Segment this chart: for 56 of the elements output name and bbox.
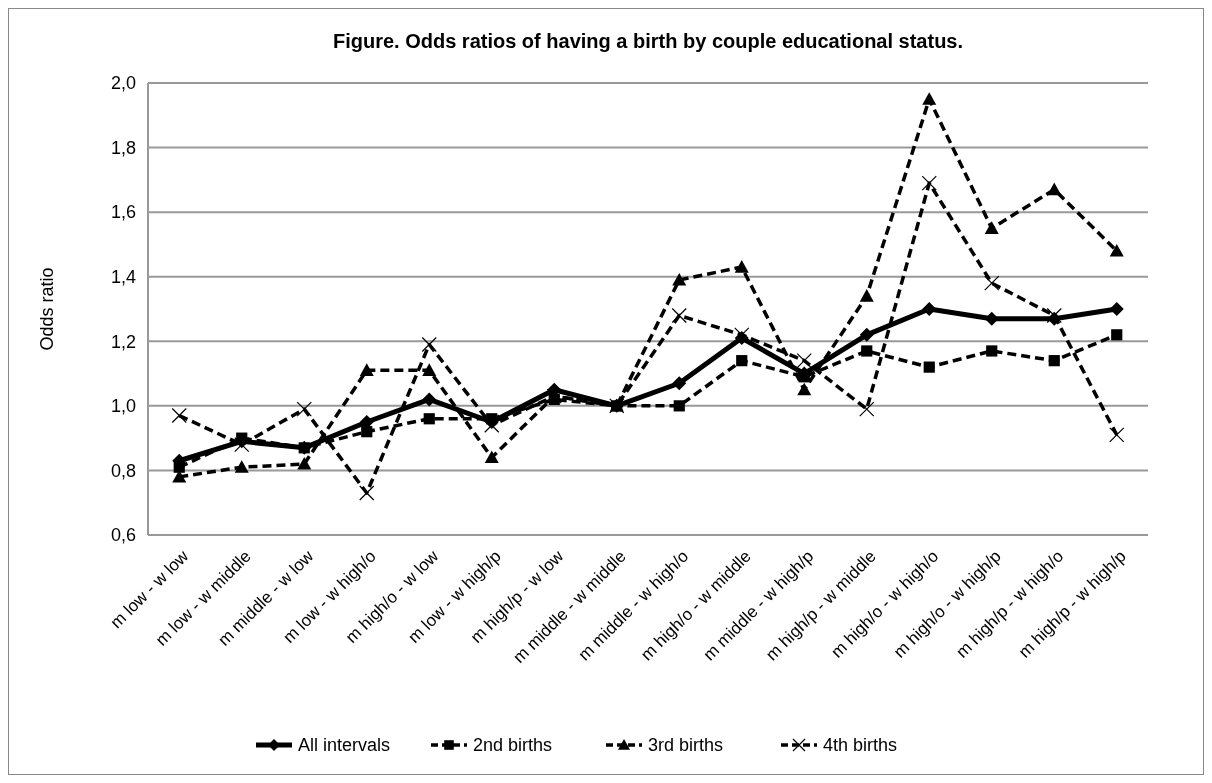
point — [923, 361, 935, 373]
y-axis-title: Odds ratio — [37, 267, 57, 351]
point — [359, 485, 375, 501]
y-tick-label: 1,2 — [110, 331, 136, 352]
point — [984, 311, 999, 326]
point — [673, 400, 685, 412]
point — [361, 426, 373, 438]
point — [296, 401, 312, 417]
point — [922, 92, 937, 105]
point — [859, 401, 875, 417]
point — [484, 450, 499, 464]
legend-label: All intervals — [298, 735, 391, 756]
point — [1047, 182, 1062, 196]
point — [921, 175, 937, 191]
chart-title: Figure. Odds ratios of having a birth by couple educational status. — [332, 30, 964, 52]
point — [1111, 329, 1123, 341]
point — [423, 413, 435, 425]
point — [861, 345, 873, 357]
point — [859, 289, 874, 302]
point — [359, 415, 374, 429]
point — [922, 302, 937, 316]
point — [1048, 355, 1060, 367]
point — [984, 221, 999, 234]
point — [671, 307, 687, 324]
y-tick-label: 1,6 — [110, 202, 136, 223]
point — [359, 363, 374, 376]
point — [859, 327, 874, 342]
y-tick-label: 1,0 — [110, 396, 136, 417]
y-tick-label: 1,8 — [110, 137, 136, 158]
y-tick-label: 0,8 — [110, 460, 136, 481]
point — [986, 345, 998, 357]
legend-label: 4th births — [823, 735, 898, 756]
point — [736, 355, 748, 367]
y-tick-label: 1,4 — [110, 267, 136, 288]
point — [796, 353, 812, 369]
point — [984, 275, 1000, 291]
point — [1046, 307, 1062, 324]
point — [234, 437, 250, 453]
point — [672, 376, 687, 391]
point — [234, 460, 249, 473]
point — [672, 272, 687, 286]
legend-label: 2nd births — [473, 735, 553, 756]
point — [422, 392, 437, 407]
point — [173, 461, 185, 473]
point — [422, 363, 437, 376]
point — [1109, 243, 1124, 257]
point — [797, 382, 812, 396]
point — [171, 407, 187, 424]
y-tick-label: 0,6 — [110, 525, 136, 546]
point — [297, 456, 312, 470]
point — [1109, 302, 1124, 316]
point — [734, 260, 749, 273]
y-tick-label: 2,0 — [110, 73, 136, 94]
point — [1109, 427, 1125, 443]
point — [421, 336, 437, 353]
legend-label: 3rd births — [648, 735, 724, 756]
